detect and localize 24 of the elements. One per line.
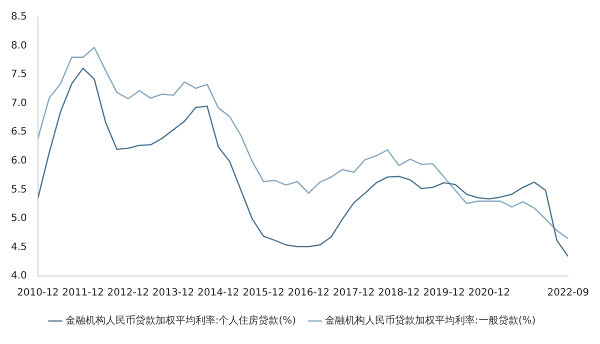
x-tick-label: 2019-12 (423, 288, 465, 299)
y-tick-label: 8.5 (10, 12, 27, 23)
x-tick-label: 2017-12 (332, 288, 375, 299)
x-tick-label: 2014-12 (198, 288, 240, 299)
x-tick-label: 2016-12 (288, 288, 330, 299)
x-tick-label: 2012-12 (107, 288, 150, 299)
y-tick-label: 5.5 (10, 184, 27, 196)
legend-label: 金融机构人民币贷款加权平均利率:个人住房贷款(%) (65, 314, 296, 327)
x-tick-label: 2010-12 (17, 288, 59, 299)
y-tick-label: 8.0 (10, 40, 27, 52)
x-tick-label: 2013-12 (152, 288, 194, 299)
y-tick-label: 7.0 (10, 98, 27, 109)
y-tick-label: 7.5 (10, 69, 27, 80)
x-tick-label: 2022-09 (547, 288, 590, 299)
x-tick-label: 2015-12 (242, 288, 284, 299)
y-tick-label: 6.5 (10, 126, 27, 138)
x-tick-label: 2020-12 (468, 288, 510, 299)
y-tick-label: 5.0 (10, 213, 27, 224)
y-tick-label: 4.5 (10, 242, 27, 253)
y-tick-label: 4.0 (10, 270, 27, 282)
x-tick-label: 2011-12 (62, 288, 104, 299)
x-tick-label: 2018-12 (378, 288, 420, 299)
y-tick-label: 6.0 (10, 155, 27, 166)
legend-label: 金融机构人民币贷款加权平均利率:一般贷款(%) (325, 314, 536, 327)
